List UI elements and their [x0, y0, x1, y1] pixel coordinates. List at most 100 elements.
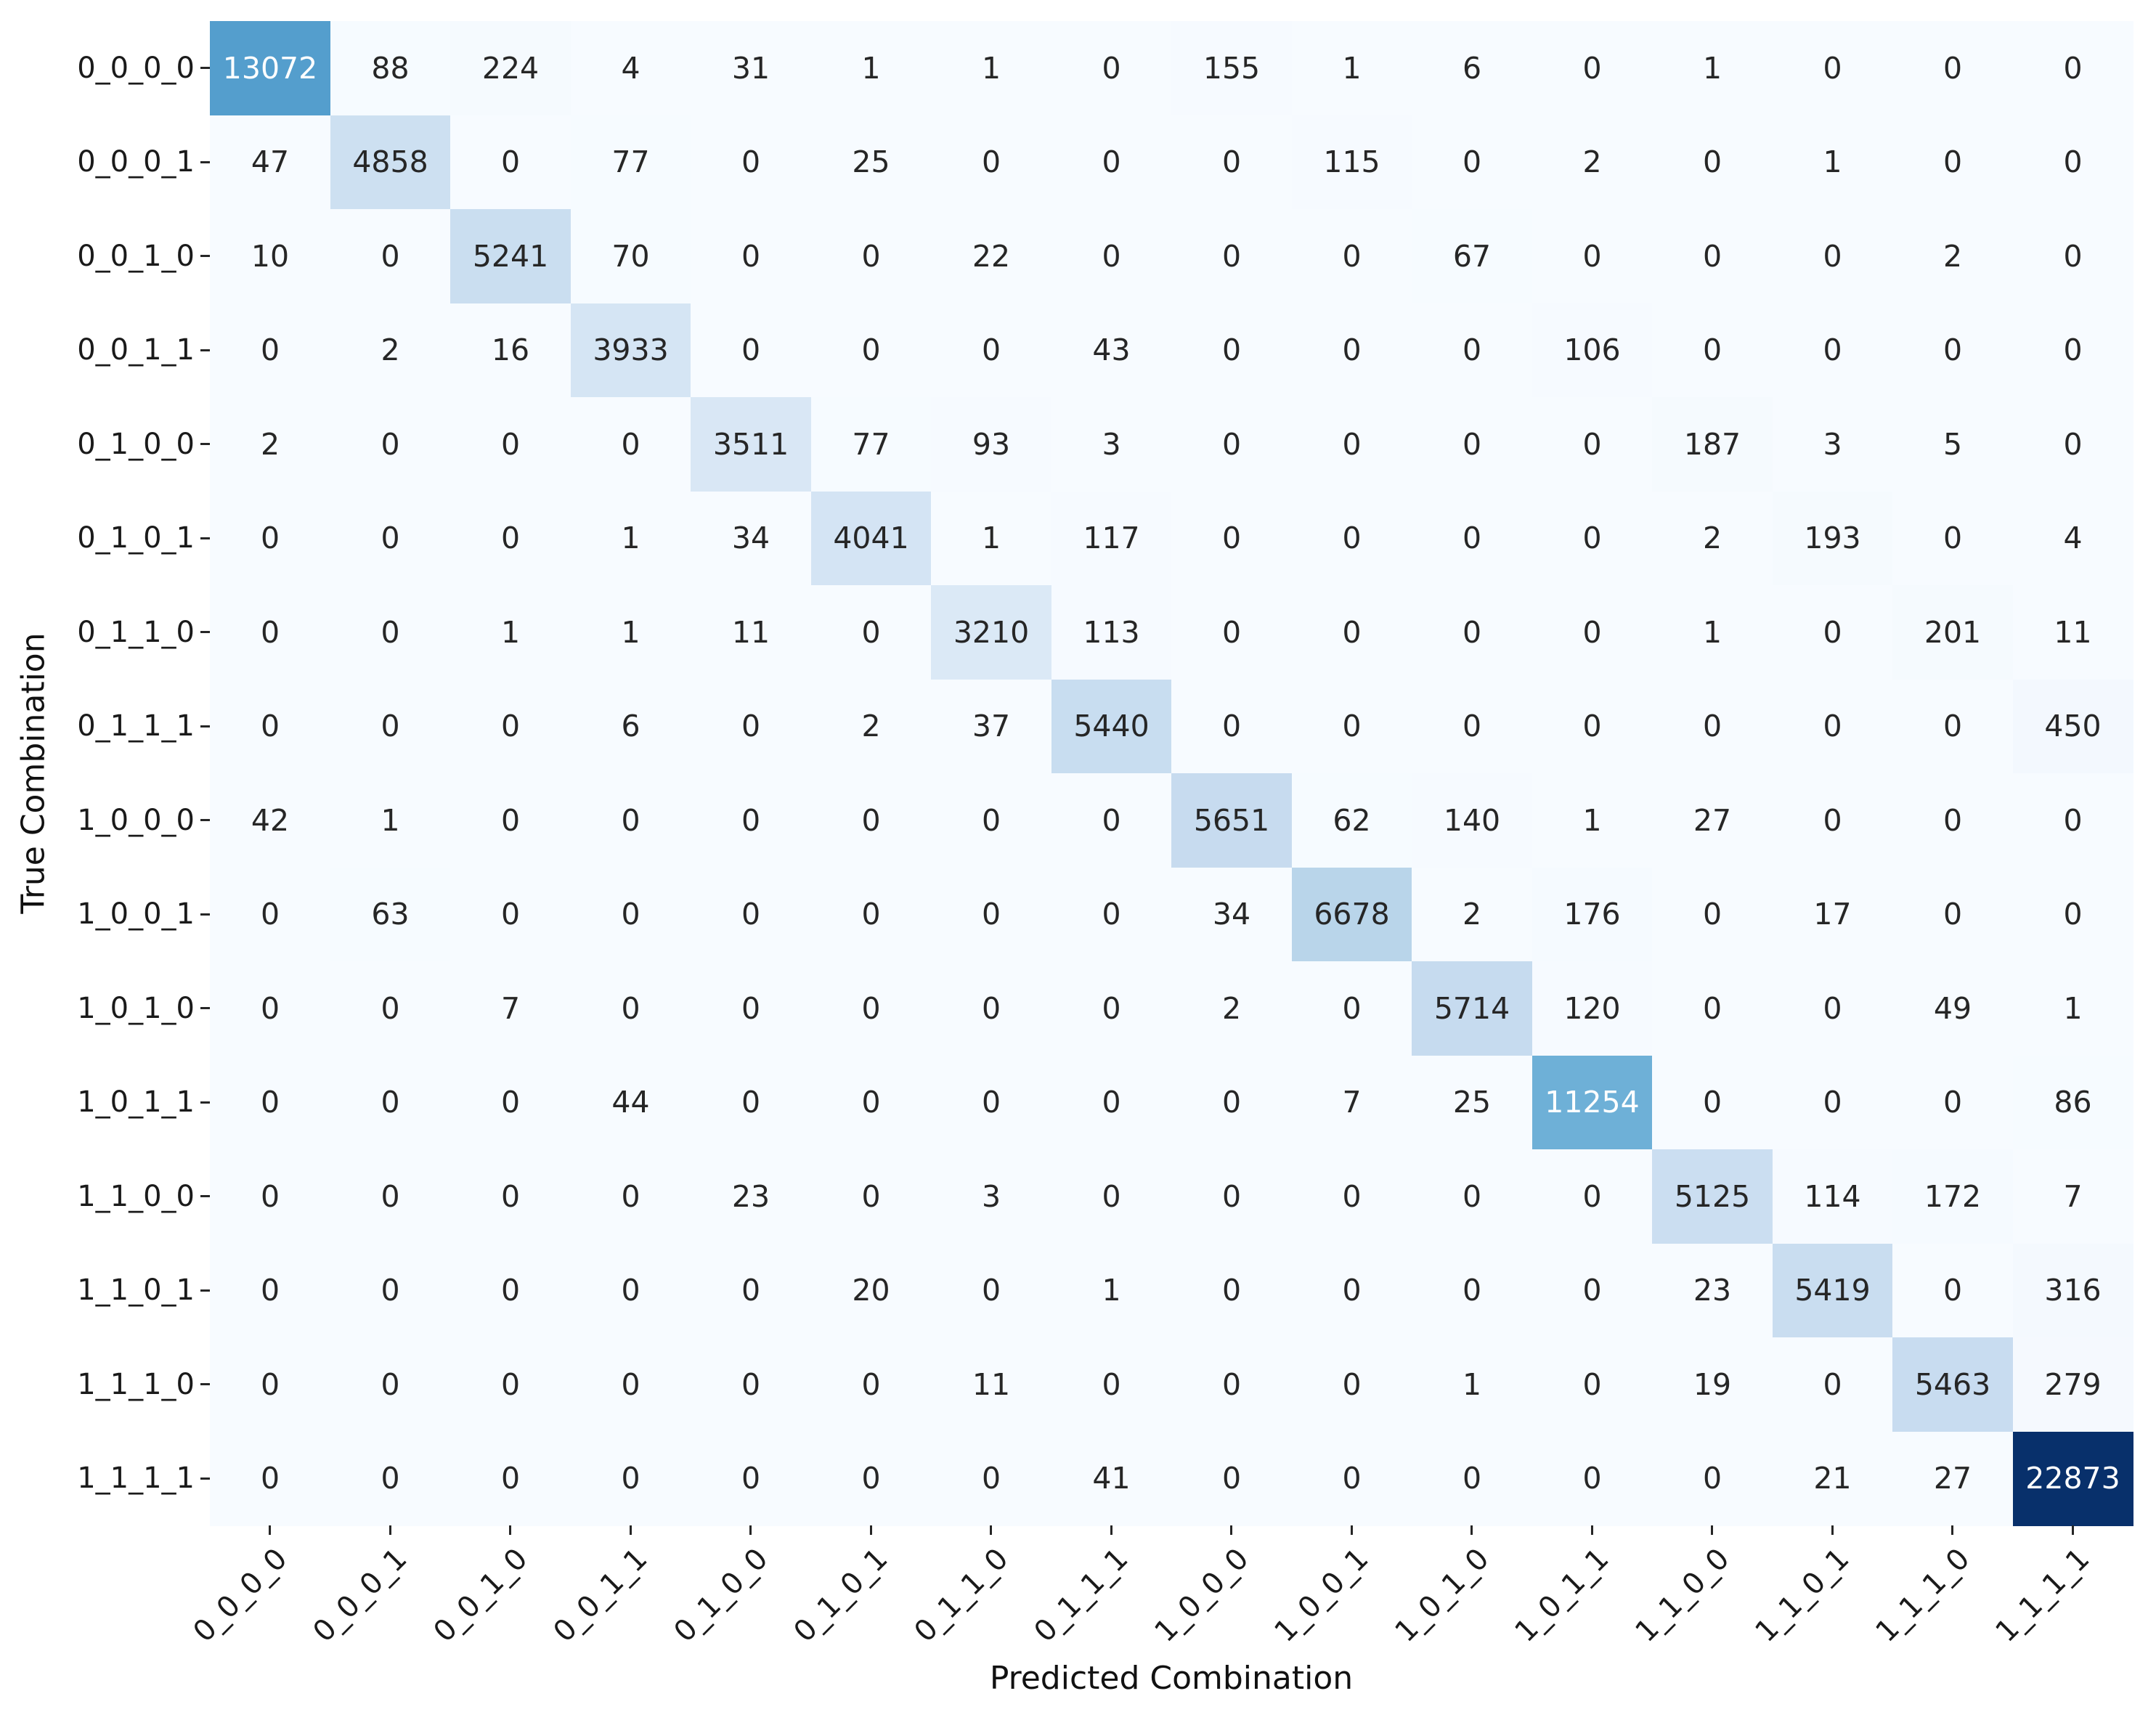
heatmap-cell: 0	[570, 1149, 691, 1244]
heatmap-cell: 0	[1291, 1243, 1412, 1338]
heatmap-cell: 3210	[931, 585, 1051, 680]
y-tick-label: 0_0_1_0	[77, 239, 195, 273]
heatmap-cell: 3	[931, 1149, 1051, 1244]
heatmap-cell: 316	[2012, 1243, 2133, 1338]
heatmap-cell: 0	[330, 1149, 451, 1244]
heatmap-cell: 42	[210, 773, 330, 868]
heatmap-cell: 44	[570, 1055, 691, 1150]
heatmap-cell: 0	[1051, 115, 1172, 210]
heatmap-cell: 88	[330, 21, 451, 115]
heatmap-cell: 1	[1412, 1337, 1532, 1432]
heatmap-cell: 0	[330, 961, 451, 1056]
heatmap-cell: 0	[330, 679, 451, 774]
heatmap-cell: 0	[1051, 961, 1172, 1056]
heatmap-cell: 7	[450, 961, 571, 1056]
heatmap-cell: 0	[1892, 867, 2013, 962]
y-tick-label: 0_1_1_1	[77, 709, 195, 743]
heatmap-cell: 224	[450, 21, 571, 115]
heatmap-cell: 19	[1652, 1337, 1773, 1432]
heatmap-cell: 0	[691, 1337, 811, 1432]
x-tick-mark	[1470, 1525, 1473, 1535]
heatmap-cell: 0	[1531, 679, 1653, 774]
heatmap-cell: 5463	[1892, 1337, 2013, 1432]
heatmap-cell: 0	[210, 585, 330, 680]
heatmap-cell: 10	[210, 209, 330, 303]
heatmap-cell: 1	[931, 491, 1051, 586]
heatmap-cell: 0	[1652, 1055, 1773, 1150]
heatmap-cell: 0	[1652, 303, 1773, 398]
y-tick-label: 1_0_0_0	[77, 803, 195, 837]
heatmap-cell: 1	[330, 773, 451, 868]
heatmap-cell: 0	[330, 209, 451, 303]
heatmap-cell: 0	[810, 961, 932, 1056]
y-tick-label: 1_0_0_1	[77, 897, 195, 932]
heatmap-cell: 0	[1171, 1337, 1292, 1432]
x-tick-mark	[1951, 1525, 1954, 1535]
heatmap-cell: 117	[1051, 491, 1172, 586]
y-tick-mark	[200, 255, 210, 258]
heatmap-cell: 0	[1531, 585, 1653, 680]
heatmap-cell: 0	[1291, 209, 1412, 303]
heatmap-cell: 5419	[1772, 1243, 1893, 1338]
y-tick-mark	[200, 913, 210, 916]
heatmap-cell: 0	[1051, 1055, 1172, 1150]
heatmap-cell: 0	[691, 303, 811, 398]
heatmap-cell: 0	[1652, 209, 1773, 303]
heatmap-cell: 0	[570, 1337, 691, 1432]
heatmap-cell: 1	[450, 585, 571, 680]
heatmap-cell: 0	[1531, 1149, 1653, 1244]
heatmap-cell: 31	[691, 21, 811, 115]
heatmap-cell: 0	[691, 961, 811, 1056]
heatmap-cell: 0	[1531, 1431, 1653, 1526]
heatmap-cell: 0	[1412, 1149, 1532, 1244]
heatmap-cell: 0	[810, 209, 932, 303]
heatmap-cell: 0	[810, 867, 932, 962]
heatmap-cell: 67	[1412, 209, 1532, 303]
heatmap-cell: 11	[931, 1337, 1051, 1432]
heatmap-cell: 62	[1291, 773, 1412, 868]
heatmap-cell: 0	[450, 1149, 571, 1244]
heatmap-cell: 120	[1531, 961, 1653, 1056]
heatmap-cell: 0	[931, 1243, 1051, 1338]
y-tick-mark	[200, 1195, 210, 1198]
heatmap-cell: 5440	[1051, 679, 1172, 774]
heatmap-cell: 21	[1772, 1431, 1893, 1526]
heatmap-cell: 5	[1892, 397, 2013, 492]
heatmap-cell: 0	[1892, 1055, 2013, 1150]
heatmap-cell: 2	[810, 679, 932, 774]
y-tick-mark	[200, 1007, 210, 1010]
heatmap-cell: 0	[1051, 1149, 1172, 1244]
heatmap-cell: 279	[2012, 1337, 2133, 1432]
y-tick-mark	[200, 160, 210, 163]
heatmap-cell: 11254	[1531, 1055, 1653, 1150]
heatmap-cell: 0	[1772, 1055, 1893, 1150]
heatmap-cell: 1	[570, 585, 691, 680]
x-tick-mark	[2071, 1525, 2074, 1535]
y-tick-mark	[200, 819, 210, 822]
y-tick-mark	[200, 1477, 210, 1480]
y-tick-label: 1_1_1_0	[77, 1367, 195, 1401]
heatmap-cell: 0	[210, 1243, 330, 1338]
heatmap-cell: 140	[1412, 773, 1532, 868]
y-tick-mark	[200, 1289, 210, 1292]
heatmap-cell: 114	[1772, 1149, 1893, 1244]
heatmap-cell: 0	[570, 867, 691, 962]
x-tick-mark	[749, 1525, 752, 1535]
heatmap-cell: 0	[810, 1337, 932, 1432]
y-tick-mark	[200, 725, 210, 727]
heatmap-cell: 0	[2012, 115, 2133, 210]
heatmap-cell: 23	[691, 1149, 811, 1244]
heatmap-cell: 201	[1892, 585, 2013, 680]
heatmap-cell: 0	[2012, 303, 2133, 398]
heatmap-cell: 0	[210, 1337, 330, 1432]
y-tick-label: 0_0_0_1	[77, 145, 195, 179]
heatmap-cell: 0	[1171, 115, 1292, 210]
heatmap-cell: 0	[1291, 961, 1412, 1056]
heatmap-cell: 0	[210, 679, 330, 774]
heatmap-cell: 0	[691, 1055, 811, 1150]
x-tick-mark	[1110, 1525, 1112, 1535]
heatmap-cell: 0	[1171, 585, 1292, 680]
heatmap-cell: 25	[1412, 1055, 1532, 1150]
heatmap-cell: 0	[450, 115, 571, 210]
heatmap-cell: 4041	[810, 491, 932, 586]
